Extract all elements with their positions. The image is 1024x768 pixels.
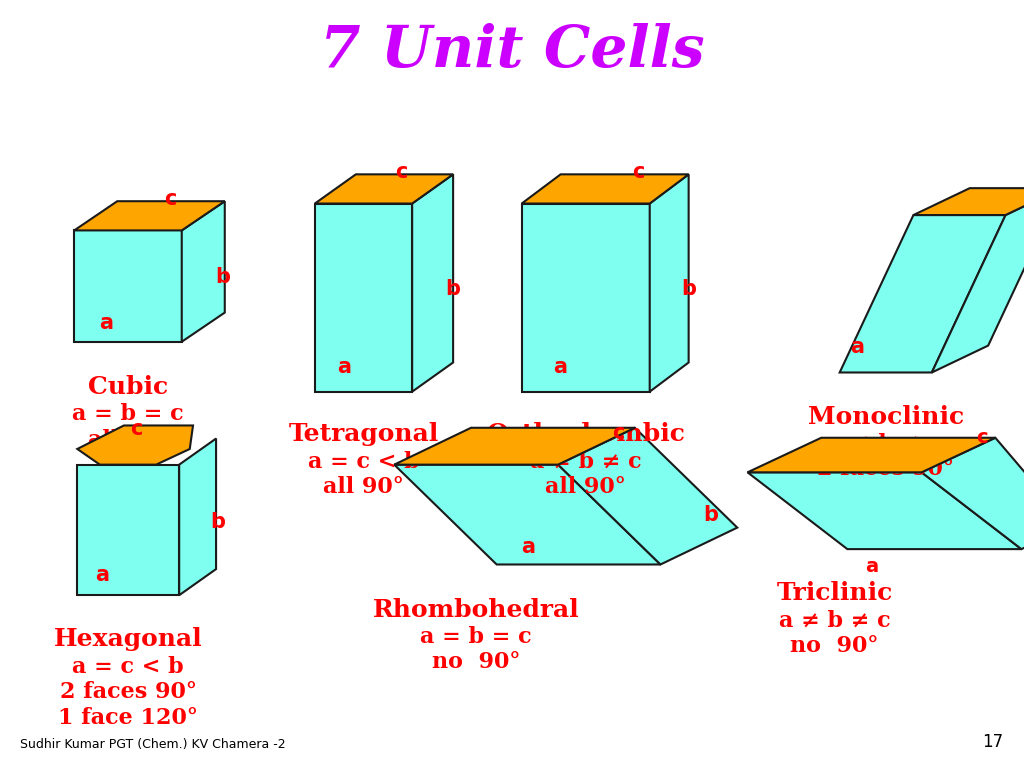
Text: c: c <box>632 161 645 182</box>
Text: no  90°: no 90° <box>432 651 520 674</box>
Text: Hexagonal: Hexagonal <box>53 627 203 651</box>
Text: a: a <box>95 564 110 584</box>
Text: all 90°: all 90° <box>546 476 626 498</box>
Text: no  90°: no 90° <box>791 635 879 657</box>
Polygon shape <box>932 188 1024 372</box>
Text: 2 faces 90°: 2 faces 90° <box>817 458 954 481</box>
Text: a: a <box>99 313 114 333</box>
Text: b: b <box>682 279 696 299</box>
Polygon shape <box>748 472 1021 549</box>
Text: c: c <box>164 188 176 208</box>
Text: Rhombohedral: Rhombohedral <box>373 598 580 621</box>
Text: 2 faces 90°: 2 faces 90° <box>59 681 197 703</box>
Text: a = c < b: a = c < b <box>72 656 184 678</box>
Text: all 90°: all 90° <box>88 429 168 451</box>
Polygon shape <box>649 174 688 392</box>
Text: a: a <box>521 537 536 557</box>
Text: a ≠ b ≠ c: a ≠ b ≠ c <box>778 610 891 632</box>
Polygon shape <box>412 174 453 392</box>
Text: a: a <box>850 336 864 356</box>
Polygon shape <box>521 174 688 204</box>
Text: a: a <box>553 356 567 376</box>
Text: Sudhir Kumar PGT (Chem.) KV Chamera -2: Sudhir Kumar PGT (Chem.) KV Chamera -2 <box>20 738 286 751</box>
Text: 17: 17 <box>982 733 1004 751</box>
Polygon shape <box>315 174 453 204</box>
Polygon shape <box>521 204 649 392</box>
Text: c: c <box>394 161 407 182</box>
Polygon shape <box>179 439 216 595</box>
Text: a = b = c: a = b = c <box>72 403 184 425</box>
Text: 1 face 120°: 1 face 120° <box>58 707 198 729</box>
Text: Cubic: Cubic <box>88 375 168 399</box>
Polygon shape <box>922 438 1024 549</box>
Polygon shape <box>913 188 1024 215</box>
Polygon shape <box>394 465 660 564</box>
Text: Monoclinic: Monoclinic <box>808 405 964 429</box>
Polygon shape <box>182 201 225 342</box>
Text: b: b <box>703 505 719 525</box>
Polygon shape <box>748 438 995 472</box>
Text: a = b = c: a = b = c <box>420 626 532 648</box>
Text: a ≠ b ≠ c: a ≠ b ≠ c <box>829 433 942 455</box>
Text: all 90°: all 90° <box>324 476 403 498</box>
Text: c: c <box>976 428 987 447</box>
Text: a: a <box>337 356 351 376</box>
Text: b: b <box>444 279 460 299</box>
Polygon shape <box>75 230 182 342</box>
Text: Tetragonal: Tetragonal <box>289 422 438 446</box>
Text: a ≠ b ≠ c: a ≠ b ≠ c <box>529 451 642 473</box>
Text: a: a <box>864 557 878 576</box>
Text: c: c <box>612 422 625 442</box>
Text: b: b <box>215 267 230 287</box>
Text: c: c <box>130 419 142 439</box>
Text: a = c < b: a = c < b <box>307 451 420 473</box>
Polygon shape <box>77 425 193 465</box>
Text: b: b <box>210 512 225 532</box>
Polygon shape <box>394 428 635 465</box>
Polygon shape <box>840 215 1006 372</box>
Text: Orthorhombic: Orthorhombic <box>486 422 685 446</box>
Polygon shape <box>75 201 225 230</box>
Text: Triclinic: Triclinic <box>776 581 893 605</box>
Polygon shape <box>315 204 412 392</box>
Text: 7 Unit Cells: 7 Unit Cells <box>319 23 705 80</box>
Polygon shape <box>77 465 179 595</box>
Polygon shape <box>558 428 737 564</box>
